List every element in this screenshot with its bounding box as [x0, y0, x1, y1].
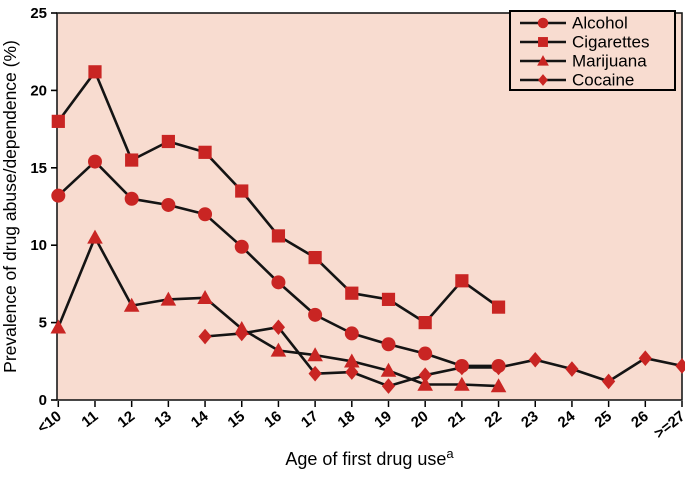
data-point-marker — [235, 184, 249, 198]
x-tick-label: <10 — [34, 408, 65, 437]
y-tick-label: 0 — [39, 392, 47, 409]
legend-label: Alcohol — [572, 14, 628, 33]
data-point-marker — [271, 229, 286, 243]
data-point-marker — [308, 250, 322, 265]
data-point-marker — [51, 114, 65, 128]
y-tick-label: 25 — [30, 5, 47, 22]
data-point-marker — [528, 351, 542, 368]
data-point-marker — [491, 300, 506, 314]
legend-marker — [537, 55, 549, 66]
data-point-marker — [125, 153, 139, 167]
data-point-marker — [88, 65, 102, 79]
data-point-marker — [380, 362, 397, 377]
x-tick-label: 26 — [628, 408, 652, 432]
legend-item-alcohol: Alcohol — [520, 14, 628, 33]
legend-label: Marijuana — [572, 52, 647, 71]
y-axis: 0 5 10 15 20 25 — [30, 5, 57, 409]
series-alcohol — [51, 154, 506, 373]
x-axis-title: Age of first drug usea — [285, 446, 454, 469]
legend-label: Cocaine — [572, 71, 634, 90]
data-point-marker — [271, 275, 286, 290]
y-axis-title: Prevalence of drug abuse/dependence (%) — [0, 40, 20, 373]
data-point-marker — [418, 316, 432, 330]
data-point-marker — [344, 326, 359, 341]
legend-item-cocaine: Cocaine — [520, 71, 634, 90]
x-tick-label: 16 — [261, 408, 285, 432]
data-point-marker — [381, 337, 396, 352]
legend-item-marijuana: Marijuana — [520, 52, 647, 71]
legend-marker — [538, 37, 548, 47]
x-tick-label: 25 — [591, 408, 615, 432]
legend-label: Cigarettes — [572, 33, 649, 52]
data-point-marker — [234, 239, 249, 254]
x-tick-label: 13 — [151, 408, 175, 432]
data-point-marker — [197, 290, 213, 305]
data-point-marker — [454, 358, 469, 373]
data-point-marker — [271, 319, 286, 336]
data-point-marker — [198, 207, 213, 222]
data-point-marker — [565, 361, 579, 377]
y-tick-label: 5 — [39, 315, 47, 332]
data-point-marker — [307, 347, 323, 362]
data-point-marker — [50, 319, 67, 334]
data-point-marker — [418, 367, 432, 384]
x-tick-label: 12 — [115, 408, 139, 432]
x-tick-label: 22 — [481, 408, 505, 432]
series-marijuana — [50, 229, 507, 393]
data-point-marker — [87, 154, 102, 169]
x-tick-label: 17 — [298, 408, 322, 432]
x-tick-label: 20 — [408, 408, 432, 432]
x-tick-label: 11 — [78, 408, 101, 431]
x-tick-label: 18 — [335, 408, 359, 432]
data-point-marker — [638, 350, 652, 367]
data-point-marker — [381, 378, 396, 394]
data-point-marker — [491, 358, 506, 373]
data-point-marker — [490, 378, 507, 393]
legend-item-cigarettes: Cigarettes — [520, 33, 649, 52]
series-cigarettes — [51, 65, 506, 330]
data-point-marker — [51, 188, 66, 203]
x-tick-label: 24 — [555, 407, 579, 431]
data-point-marker — [124, 191, 139, 206]
y-tick-label: 20 — [30, 82, 47, 99]
data-point-marker — [417, 376, 433, 391]
x-tick-label: 19 — [371, 408, 395, 432]
data-point-marker — [235, 325, 249, 342]
x-tick-label: 21 — [445, 408, 469, 432]
data-point-marker — [161, 197, 176, 212]
data-point-marker — [418, 346, 433, 361]
series-line — [204, 325, 683, 388]
y-tick-label: 10 — [30, 237, 47, 254]
legend-marker — [538, 74, 548, 86]
legend-marker — [537, 17, 549, 29]
x-tick-label: 14 — [188, 407, 212, 431]
data-point-marker — [198, 145, 212, 159]
data-point-marker — [344, 353, 360, 368]
data-point-marker — [602, 373, 616, 390]
data-point-marker — [270, 342, 287, 357]
data-point-marker — [160, 291, 177, 306]
data-point-marker — [455, 274, 469, 288]
data-point-marker — [675, 358, 685, 374]
data-point-marker — [454, 376, 470, 391]
y-tick-label: 15 — [30, 160, 47, 177]
data-point-marker — [161, 134, 175, 149]
data-point-marker — [381, 292, 396, 306]
data-point-marker — [345, 286, 359, 300]
data-point-marker — [345, 364, 359, 380]
x-tick-label: 23 — [518, 408, 542, 432]
data-point-marker — [308, 365, 322, 382]
x-tick-label: >=27 — [651, 408, 685, 442]
data-point-marker — [308, 307, 323, 322]
data-point-marker — [198, 328, 212, 345]
x-axis: <10 11 12 13 14 15 16 17 18 19 20 21 22 23 24 25 26 >=27 — [34, 401, 685, 442]
x-tick-label: 15 — [225, 408, 249, 432]
data-point-marker — [123, 297, 140, 312]
data-point-marker — [87, 229, 103, 244]
